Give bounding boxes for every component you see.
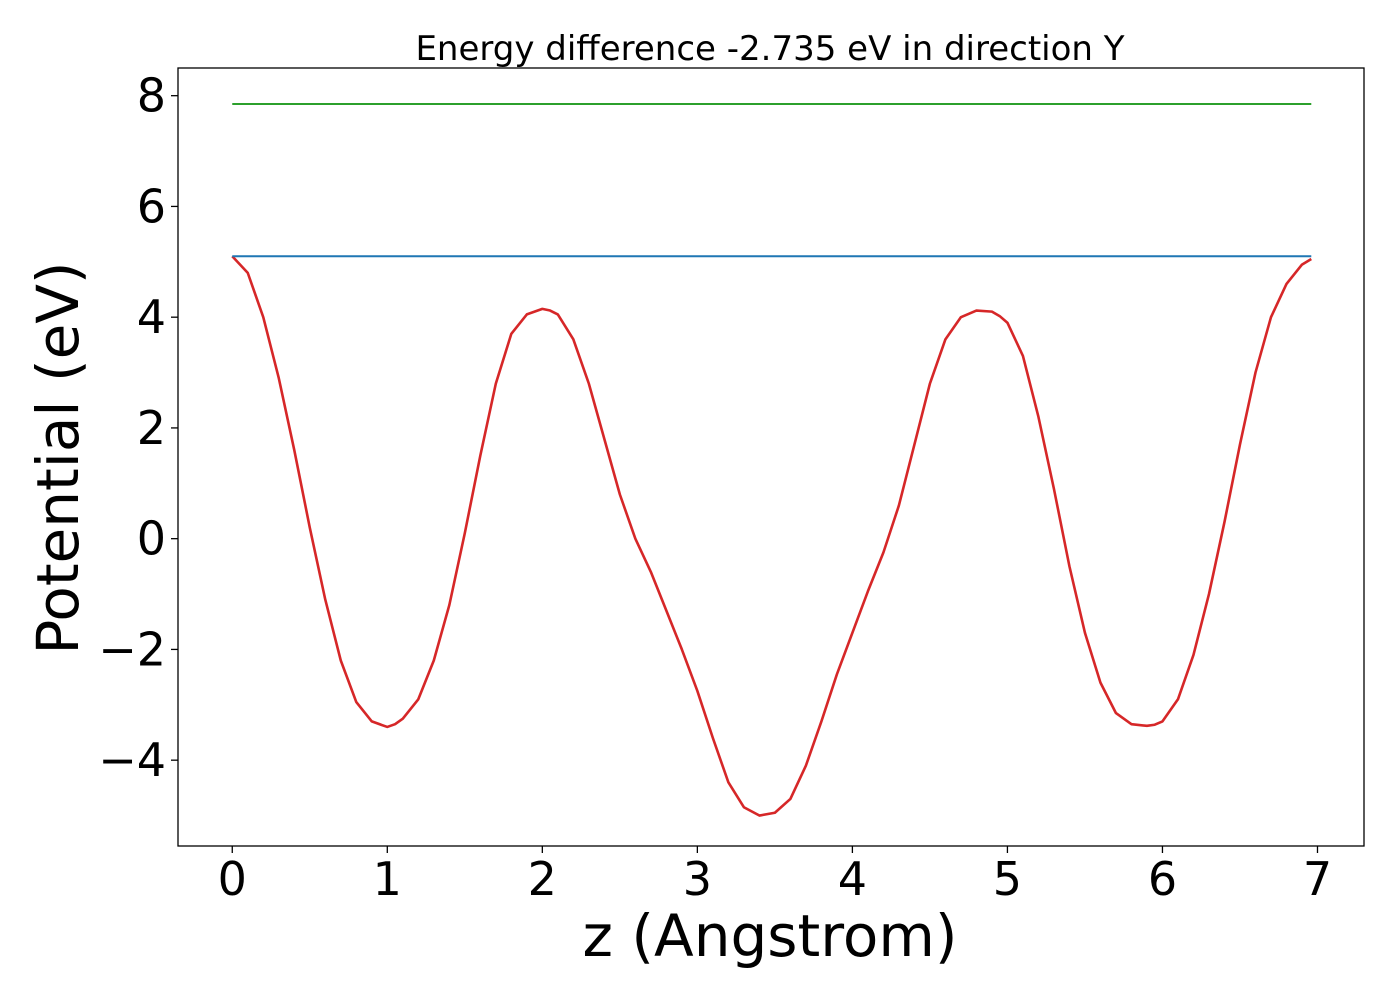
x-axis-title: z (Angstrom) bbox=[583, 902, 958, 970]
y-tick-label: −2 bbox=[98, 622, 166, 676]
chart-title: Energy difference -2.735 eV in direction… bbox=[415, 29, 1124, 69]
x-tick-label: 6 bbox=[1148, 852, 1177, 906]
x-tick-label: 7 bbox=[1303, 852, 1332, 906]
y-tick-label: −4 bbox=[98, 733, 166, 787]
x-tick-label: 5 bbox=[993, 852, 1022, 906]
x-tick-label: 1 bbox=[373, 852, 402, 906]
x-tick-label: 0 bbox=[218, 852, 247, 906]
y-tick-label: 8 bbox=[137, 69, 166, 123]
x-tick-label: 3 bbox=[683, 852, 712, 906]
y-tick-label: 2 bbox=[137, 401, 166, 455]
y-tick-label: 0 bbox=[137, 512, 166, 566]
y-tick-label: 4 bbox=[137, 290, 166, 344]
x-tick-label: 2 bbox=[528, 852, 557, 906]
y-tick-label: 6 bbox=[137, 179, 166, 233]
x-tick-label: 4 bbox=[838, 852, 867, 906]
y-axis-title: Potential (eV) bbox=[24, 261, 92, 654]
